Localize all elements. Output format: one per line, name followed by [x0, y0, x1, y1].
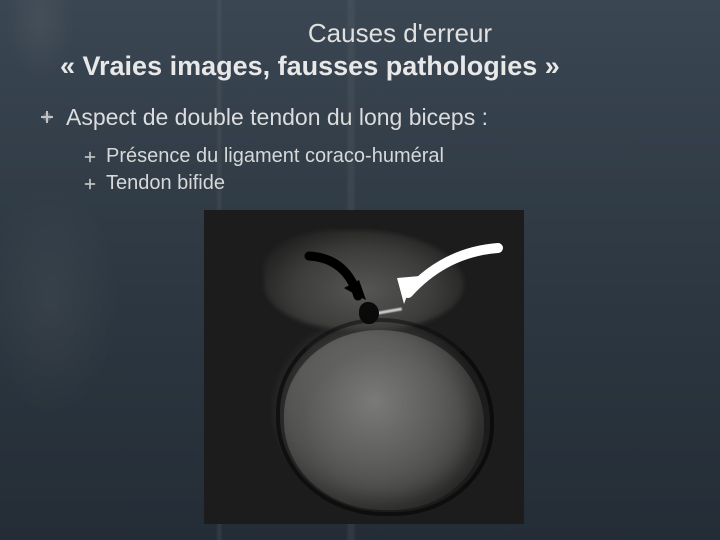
- title-line-1: Causes d'erreur: [120, 18, 680, 49]
- curved-arrow-white-icon: [390, 238, 510, 333]
- sub-bullet-row: Tendon bifide: [84, 172, 680, 195]
- main-bullet-row: Aspect de double tendon du long biceps :: [40, 104, 680, 131]
- sub-bullet-list: Présence du ligament coraco-huméral Tend…: [84, 145, 680, 195]
- sub-bullet-text: Présence du ligament coraco-huméral: [106, 145, 444, 168]
- mri-image: [204, 210, 524, 524]
- bullet-icon: [40, 110, 54, 124]
- slide-content: Causes d'erreur « Vraies images, fausses…: [0, 0, 720, 195]
- bullet-icon: [84, 177, 96, 195]
- sub-bullet-text: Tendon bifide: [106, 172, 225, 195]
- bullet-icon: [84, 150, 96, 168]
- sub-bullet-row: Présence du ligament coraco-huméral: [84, 145, 680, 168]
- curved-arrow-black-icon: [294, 238, 384, 333]
- main-bullet-text: Aspect de double tendon du long biceps :: [66, 104, 488, 131]
- title-line-2: « Vraies images, fausses pathologies »: [60, 51, 680, 82]
